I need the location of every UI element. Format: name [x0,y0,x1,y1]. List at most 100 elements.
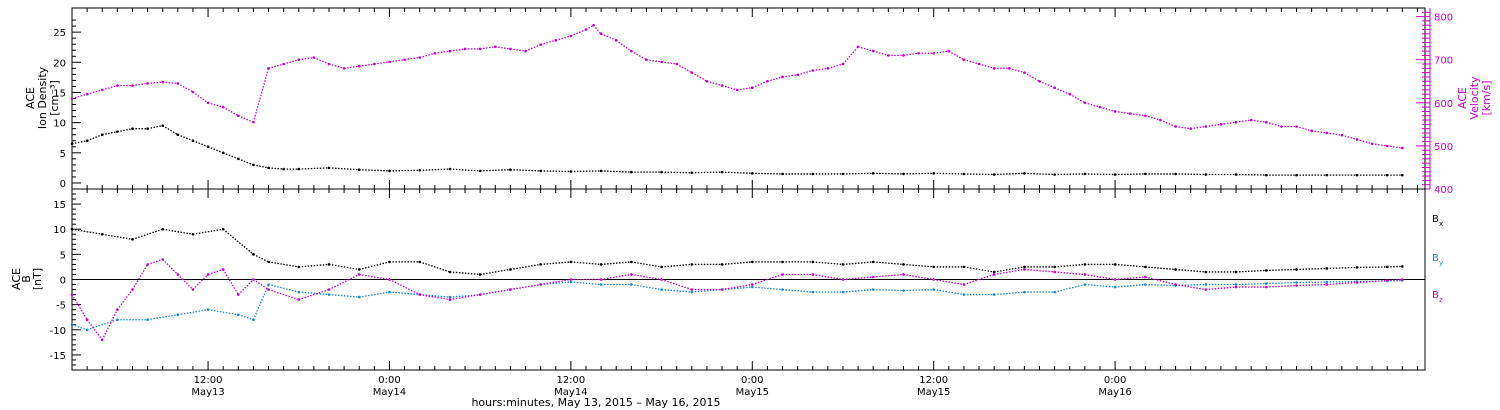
time-tick-label: 0:00 [1104,375,1126,386]
density-data-point [1264,173,1268,177]
time-axis: 12:00May130:00May1412:00May140:00May1512… [71,8,1418,398]
velocity-data-segment [1039,80,1055,89]
field-data-segment [449,293,481,301]
velocity-data-segment [1220,121,1237,126]
field-data-segment [480,288,511,296]
velocity-axis-label-line3: [km/s] [1480,80,1493,115]
density-data-segment [117,128,133,133]
velocity-data-segment [207,102,224,108]
field-data-segment [1266,281,1297,285]
density-data-point [1325,173,1329,177]
field-data-segment [162,258,179,275]
field-data-segment [1236,269,1267,273]
field-data-segment [147,314,178,321]
velocity-data-segment [222,106,239,117]
density-tick-label: 15 [53,88,66,99]
legend-bz-subscript: z [1439,296,1443,304]
field-data-segment [570,261,602,266]
velocity-data-segment [525,44,541,52]
field-data-segment [328,263,360,271]
density-data-segment [1024,172,1055,176]
field-data-segment [842,288,874,293]
velocity-data-segment [812,67,828,72]
velocity-data-segment [752,80,768,89]
velocity-data-segment [1341,134,1358,141]
velocity-tick-label: 800 [1434,13,1453,24]
time-tick-label: 0:00 [741,375,763,386]
field-data-segment [842,261,874,266]
density-data-segment [1175,173,1206,176]
density-data-segment [328,167,360,171]
field-data-segment [177,274,194,291]
velocity-data-segment [1145,115,1161,121]
velocity-data-segment [1311,130,1327,134]
velocity-data-segment [631,50,647,61]
legend-by-label: B [1432,253,1439,264]
velocity-data-segment [404,56,420,61]
field-data-segment [1326,266,1357,270]
velocity-data-segment [797,69,813,76]
density-velocity-panel: 0 5 10 15 20 25 400 500 600 700 800 ACE Ion Densi… [24,7,1493,196]
velocity-data-segment [192,91,209,104]
field-data-segment [359,273,390,281]
field-data-segment [71,324,88,331]
density-tick-label: 5 [60,149,66,160]
field-data-segment [480,268,511,276]
field-data-segment [252,284,270,320]
velocity-data-segment [691,72,708,82]
time-axis-title: hours:minutes, May 13, 2015 – May 16, 20… [471,396,720,409]
field-data-segment [1356,266,1388,269]
velocity-data-segment [767,76,783,82]
density-data-segment [540,170,571,173]
field-data-segment [1175,283,1206,287]
field-data-segment [116,289,133,311]
field-data-segment [540,278,571,286]
velocity-data-segment [102,84,118,91]
field-data-segment [994,268,1025,276]
field-data-segment [812,261,844,266]
field-data-segment [631,283,662,291]
field-data-segment [994,266,1025,273]
field-data-segment [1084,273,1116,281]
legend-by-subscript: y [1439,259,1443,267]
velocity-tick-label: 400 [1434,185,1453,196]
top-panel-series [70,23,1404,177]
field-data-segment [1356,279,1388,284]
field-data-segment [298,291,330,296]
legend-bz: B z [1432,290,1443,304]
velocity-data-segment [676,63,693,74]
velocity-data-segment [177,82,194,93]
field-data-segment [132,228,163,240]
velocity-axis-ticks: 400 500 600 700 800 [1416,8,1453,196]
field-data-point [1401,278,1404,281]
velocity-axis-label-line1: ACE [1456,87,1469,109]
density-data-segment [661,171,692,174]
velocity-data-segment [1009,67,1025,74]
density-data-segment [162,125,179,136]
field-data-segment [86,319,103,341]
field-data-segment [237,279,254,296]
velocity-data-segment [510,48,526,52]
velocity-data-segment [1130,112,1146,117]
velocity-data-segment [359,63,375,67]
velocity-data-segment [1387,145,1403,149]
field-data-segment [328,293,360,298]
velocity-data-point [1401,146,1404,150]
density-data-point [1401,173,1404,177]
field-tick-label: 5 [60,250,66,261]
velocity-data-segment [903,52,919,57]
density-data-segment [601,170,632,173]
velocity-data-segment [328,63,345,69]
velocity-data-segment [1175,125,1191,130]
velocity-data-segment [646,59,662,63]
velocity-data-segment [1235,119,1252,123]
density-data-segment [752,172,783,175]
legend-bx-label: B [1432,214,1439,225]
density-data-segment [177,134,194,142]
field-data-segment [661,278,693,291]
density-data-segment [842,172,874,175]
velocity-data-segment [434,50,451,54]
field-data-segment [238,314,254,321]
velocity-data-segment [933,50,949,54]
